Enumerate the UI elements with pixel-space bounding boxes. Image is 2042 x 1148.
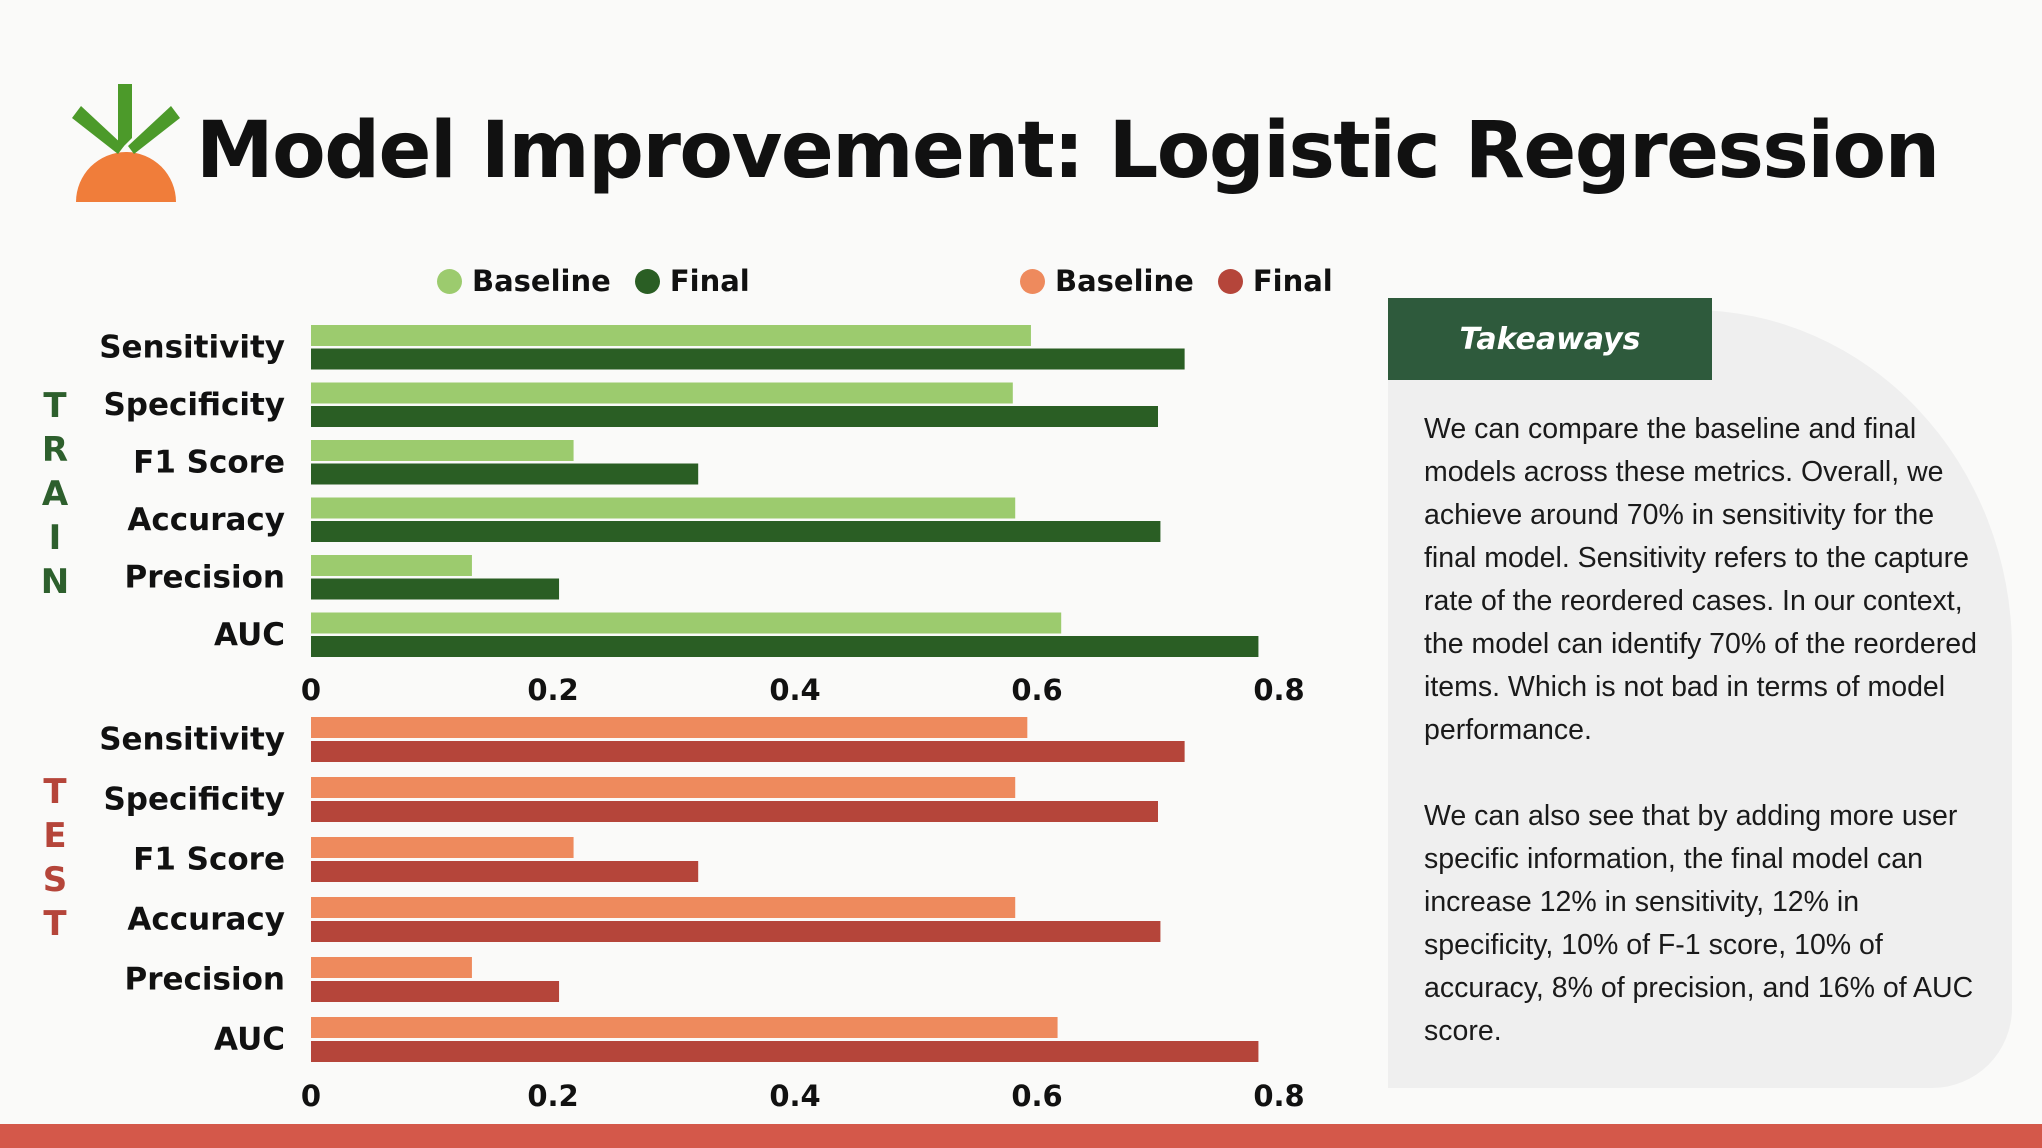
train-final-legend-dot	[634, 268, 660, 294]
test-category-label-accuracy: Accuracy	[127, 902, 285, 938]
train-bar-chart: Sensitivity Specificity F1 Score Accuracy Pr…	[0, 300, 1340, 720]
train-category-label-auc: AUC	[214, 617, 285, 653]
train-x-tick-label: 0	[301, 673, 321, 707]
train-x-tick-label: 0.8	[1253, 673, 1304, 707]
test-baseline-bar-f1-score	[311, 837, 574, 858]
train-final-legend-label: Final	[669, 264, 750, 298]
test-bar-chart: Sensitivity Specificity F1 Score Accuracy Pr…	[0, 700, 1340, 1120]
train-chart-svg: Sensitivity Specificity F1 Score Accuracy Pr…	[99, 325, 1305, 707]
train-baseline-bar-sensitivity	[311, 325, 1031, 346]
train-final-bar-f1-score	[311, 463, 699, 485]
train-category-label-sensitivity: Sensitivity	[99, 329, 285, 365]
test-final-legend-label: Final	[1252, 264, 1333, 298]
test-final-bar-specificity	[311, 801, 1158, 822]
train-side-label: T R A I N	[40, 386, 70, 602]
takeaways-paragraph-2: We can also see that by adding more user…	[1424, 800, 1974, 1047]
test-side-label: T E S T	[42, 772, 68, 944]
train-baseline-legend-label: Baseline	[472, 264, 611, 298]
train-final-bar-accuracy	[311, 521, 1161, 542]
test-final-bar-auc	[311, 1041, 1259, 1062]
takeaways-header: Takeaways	[1388, 298, 1712, 380]
train-category-label-f1-score: F1 Score	[133, 444, 285, 480]
test-final-bar-f1-score	[311, 861, 699, 882]
test-final-legend-dot	[1217, 268, 1243, 294]
train-final-bar-sensitivity	[311, 348, 1185, 370]
train-category-label-specificity: Specificity	[103, 387, 285, 423]
test-x-tick-label: 0	[301, 1079, 321, 1113]
test-baseline-legend-label: Baseline	[1055, 264, 1194, 298]
test-legend: Baseline Final	[1020, 264, 1357, 298]
train-final-bar-precision	[311, 578, 560, 600]
takeaways-paragraph-1: We can compare the baseline and final mo…	[1424, 413, 1977, 746]
test-baseline-bar-sensitivity	[311, 717, 1028, 738]
takeaways-panel	[1388, 310, 2012, 1088]
test-baseline-bar-auc	[311, 1017, 1058, 1038]
carrot-logo	[72, 84, 180, 202]
test-category-label-specificity: Specificity	[103, 782, 285, 818]
test-category-label-sensitivity: Sensitivity	[99, 722, 285, 758]
page-title: Model Improvement: Logistic Regression	[196, 106, 1940, 196]
test-x-tick-label: 0.4	[769, 1079, 820, 1113]
takeaways-text: We can compare the baseline and final mo…	[1424, 408, 1990, 1053]
train-baseline-bar-auc	[311, 612, 1062, 634]
test-chart-svg: Sensitivity Specificity F1 Score Accuracy Pr…	[99, 717, 1305, 1113]
test-final-bar-sensitivity	[311, 741, 1185, 762]
train-final-bar-auc	[311, 636, 1259, 657]
train-baseline-bar-f1-score	[311, 440, 574, 461]
train-category-label-precision: Precision	[125, 559, 285, 595]
test-baseline-bar-specificity	[311, 777, 1016, 798]
train-baseline-bar-precision	[311, 555, 472, 576]
test-baseline-bar-accuracy	[311, 897, 1016, 918]
bottom-accent-bar	[0, 1124, 2042, 1148]
train-x-tick-label: 0.6	[1011, 673, 1062, 707]
train-baseline-bar-specificity	[311, 382, 1013, 404]
test-final-bar-accuracy	[311, 921, 1161, 942]
train-final-bar-specificity	[311, 406, 1158, 427]
test-category-label-f1-score: F1 Score	[133, 842, 285, 878]
test-category-label-precision: Precision	[125, 962, 285, 998]
test-baseline-legend-dot	[1020, 268, 1045, 294]
test-x-tick-label: 0.2	[527, 1079, 578, 1113]
train-baseline-legend-dot	[437, 268, 462, 294]
test-x-tick-label: 0.6	[1011, 1079, 1062, 1113]
train-category-label-accuracy: Accuracy	[127, 502, 285, 538]
train-baseline-bar-accuracy	[311, 497, 1016, 519]
train-legend: Baseline Final	[437, 264, 774, 298]
train-x-tick-label: 0.2	[527, 673, 578, 707]
test-final-bar-precision	[311, 981, 560, 1002]
test-category-label-auc: AUC	[214, 1022, 285, 1058]
test-x-tick-label: 0.8	[1253, 1079, 1304, 1113]
train-x-tick-label: 0.4	[769, 673, 820, 707]
test-baseline-bar-precision	[311, 957, 472, 978]
